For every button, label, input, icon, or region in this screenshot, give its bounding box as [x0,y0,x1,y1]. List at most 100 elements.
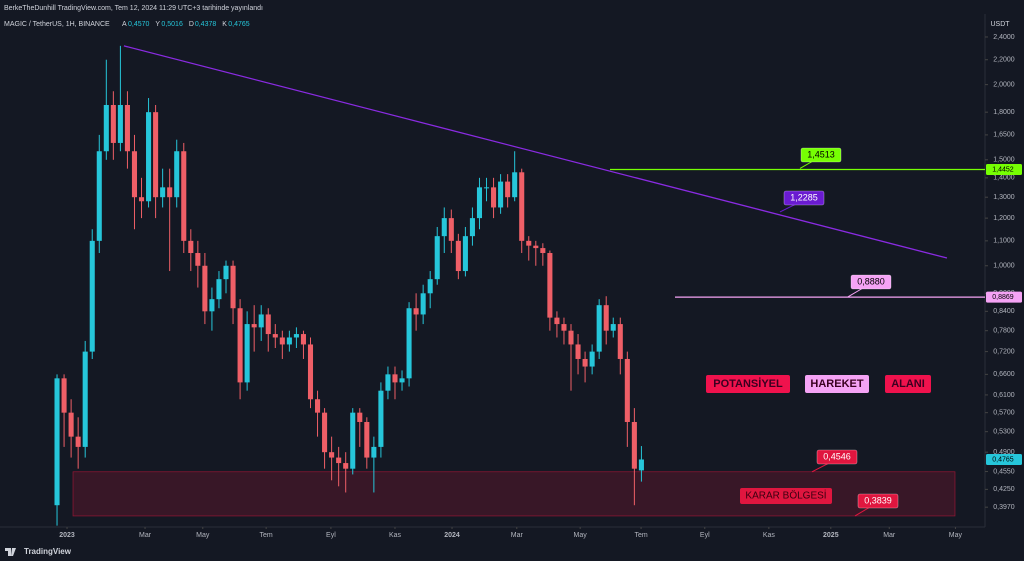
candle-body [533,245,539,249]
legend-key: D [189,21,194,28]
candle-body [336,457,342,464]
candle-body [364,421,370,458]
candle-body [392,374,398,383]
candle-body [322,412,328,453]
y-tick-label: 1,2000 [993,215,1015,222]
callout-box [857,493,899,509]
candle-body [357,412,363,422]
y-tick-label: 2,2000 [993,57,1015,64]
move-area-box [706,375,790,393]
candle-body [483,187,490,189]
callout-box [800,147,842,163]
callout-pointer [811,462,830,473]
published-note: BerkeTheDunhill TradingView.com, Tem 12,… [4,5,263,12]
candle-body [223,265,229,280]
candle-body [434,236,440,280]
candle-body [638,459,644,471]
candle-body [146,112,152,202]
candle-body [568,330,574,345]
candle-body [491,187,497,208]
candle-body [427,279,433,294]
candle-body [251,324,257,328]
candle-body [350,412,356,469]
x-tick-label: 2024 [444,532,460,539]
candle-body [89,240,95,352]
y-tick-label: 0,7200 [993,348,1015,355]
callout-box [850,274,892,290]
move-area-word: ALANI [891,378,925,390]
legend-value: 0,4378 [195,21,217,28]
legend-value: 0,4570 [128,21,150,28]
candle-body [631,421,637,469]
x-tick-label: May [949,532,963,539]
move-area-word: HAREKET [810,378,863,390]
candle-body [258,314,264,328]
x-tick-label: May [574,532,588,539]
x-tick-label: Tem [634,532,647,539]
price-marker-label: 0,8869 [992,294,1014,301]
candle-body [498,181,504,208]
callout-pointer [854,506,871,517]
candle-body [540,248,546,254]
candle-body [293,334,299,338]
x-tick-label: Mar [883,532,896,539]
callout-pointer [847,287,864,298]
callout-label: 1,2285 [790,192,818,202]
candle-body [315,399,321,413]
candle-body [455,240,461,272]
candle-body [244,324,250,383]
x-tick-label: May [196,532,210,539]
candle-body [174,151,180,198]
price-marker [986,164,1022,176]
candle-body [399,378,405,383]
legend-value: 0,5016 [161,21,183,28]
legend-key: A [122,21,127,28]
candle-body [378,390,384,447]
candle-body [505,181,511,198]
candle-body [385,374,391,391]
candle-body [230,265,236,309]
x-tick-label: 2023 [59,532,75,539]
y-tick-label: 0,3970 [993,504,1015,511]
x-tick-label: Eyl [326,532,336,539]
candle-body [575,344,581,359]
candle-body [462,236,468,272]
candle-body [596,305,602,352]
candle-body [272,334,278,338]
candle-body [476,187,483,219]
candle-body [603,305,609,331]
candle-body [519,172,525,241]
candle-body [329,452,335,458]
zone-label-box [740,488,832,504]
legend-value: 0,4765 [228,21,250,28]
candle-body [441,218,447,237]
candle-body [188,240,194,254]
y-tick-label: 0,6100 [993,392,1015,399]
trendline [123,45,948,259]
candle-body [307,344,314,400]
candle-body [160,187,166,198]
y-tick-label: 1,4000 [993,175,1015,182]
candle-body [117,105,123,143]
legend-key: Y [155,21,160,28]
candle-body [82,351,88,447]
candle-body [300,334,306,345]
callout-box [816,449,858,465]
x-tick-label: Kas [763,532,776,539]
candle-body [469,218,475,237]
y-tick-label: 0,7800 [993,328,1015,335]
callout-label: 0,8880 [857,276,885,286]
callout-pointer [779,203,797,213]
y-tick-label: 2,4000 [993,34,1015,41]
y-tick-label: 1,6500 [993,132,1015,139]
callout-label: 1,4513 [807,149,835,159]
candle-body [547,253,553,318]
candle-body [131,151,138,198]
candle-body [124,105,130,152]
y-tick-label: 1,3000 [993,194,1015,201]
x-tick-label: Kas [389,532,402,539]
candle-body [526,240,532,246]
last-price-marker [986,453,1022,465]
